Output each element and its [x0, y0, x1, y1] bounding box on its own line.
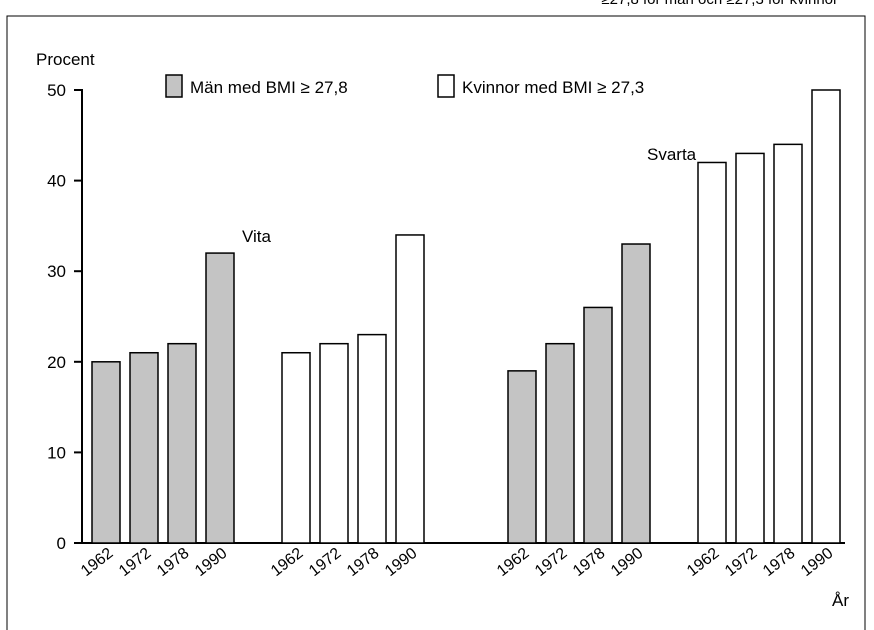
bar — [281, 351, 311, 544]
y-axis-title: Procent — [36, 50, 95, 69]
chart-frame — [6, 15, 866, 630]
group-label-svarta: Svarta — [647, 145, 697, 164]
y-tick-label: 0 — [57, 534, 66, 553]
bar — [697, 161, 727, 544]
bar — [129, 351, 159, 544]
legend-label: Män med BMI ≥ 27,8 — [190, 78, 348, 97]
legend-swatch — [437, 74, 455, 98]
bar — [319, 342, 349, 544]
bar — [735, 152, 765, 544]
x-tick-label: 1990 — [192, 545, 231, 580]
bar — [395, 234, 425, 544]
y-tick-label: 10 — [47, 443, 66, 462]
x-tick-label: 1962 — [494, 545, 533, 580]
x-tick-label: 1978 — [570, 545, 609, 580]
bar — [583, 306, 613, 544]
x-tick-label: 1972 — [116, 545, 155, 580]
x-tick-label: 1978 — [154, 545, 193, 580]
bar — [773, 143, 803, 544]
x-tick-label: 1972 — [532, 545, 571, 580]
bar — [357, 333, 387, 544]
y-tick-label: 50 — [47, 81, 66, 100]
y-tick-label: 30 — [47, 262, 66, 281]
x-tick-label: 1962 — [684, 545, 723, 580]
bar — [167, 342, 197, 544]
bar — [507, 370, 537, 544]
y-tick-label: 20 — [47, 353, 66, 372]
x-tick-label: 1962 — [78, 545, 117, 580]
x-tick-label: 1990 — [798, 545, 837, 580]
bar — [621, 243, 651, 544]
x-tick-label: 1962 — [268, 545, 307, 580]
legend-swatch — [165, 74, 183, 98]
x-tick-label: 1972 — [306, 545, 345, 580]
bar — [91, 361, 121, 544]
group-label-vita: Vita — [242, 227, 272, 246]
y-tick-label: 40 — [47, 172, 66, 191]
x-tick-label: 1978 — [760, 545, 799, 580]
x-tick-label: 1978 — [344, 545, 383, 580]
x-tick-label: 1990 — [608, 545, 647, 580]
bar — [205, 252, 235, 544]
bar — [545, 342, 575, 544]
legend-label: Kvinnor med BMI ≥ 27,3 — [462, 78, 644, 97]
bar — [811, 89, 841, 544]
x-tick-label: 1972 — [722, 545, 761, 580]
header-note: ≥27,8 för män och ≥27,3 för kvinnor — [601, 0, 838, 8]
x-tick-label: 1990 — [382, 545, 421, 580]
x-axis-title: År — [832, 591, 849, 610]
